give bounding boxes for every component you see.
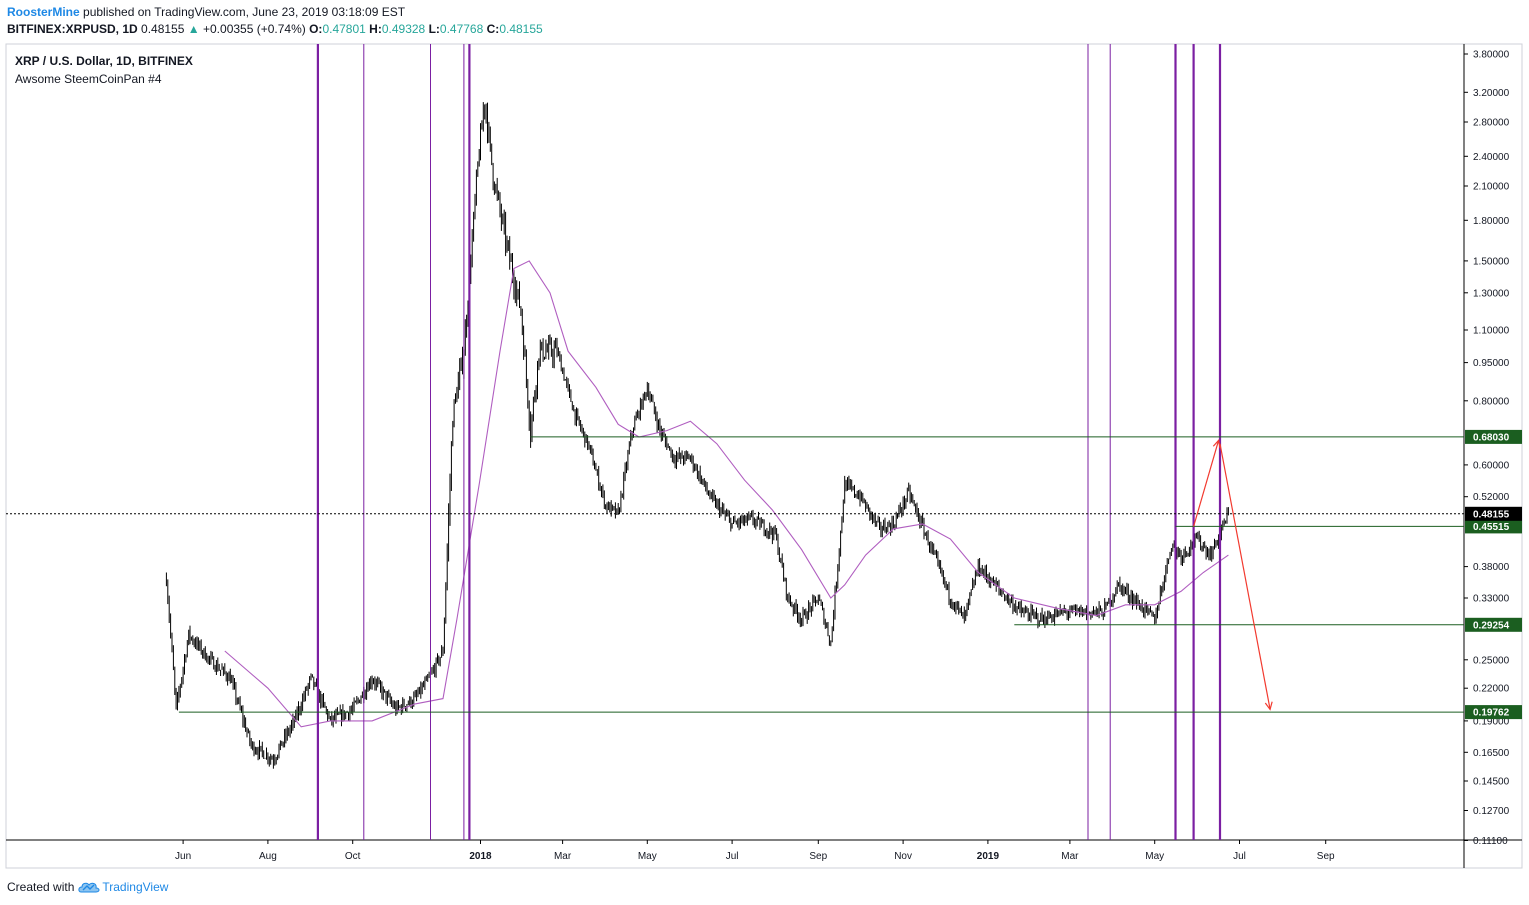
arrow-head [1264,701,1273,711]
x-tick-label: May [638,851,657,862]
plot-border [5,43,1523,869]
price-tag-label: 0.48155 [1473,509,1510,520]
x-tick-label: Oct [345,851,361,862]
candles [165,102,1229,769]
x-tick-label: Mar [1061,851,1079,862]
y-tick-label: 0.14500 [1473,777,1510,788]
y-tick-label: 0.12700 [1473,806,1510,817]
y-tick-label: 2.10000 [1473,182,1510,193]
tradingview-cloud-icon [78,882,100,893]
chart-header: RoosterMine published on TradingView.com… [7,4,543,38]
price-tag [1465,705,1522,720]
y-tick-label: 1.80000 [1473,216,1510,227]
ma-line [224,260,1229,728]
y-tick-label: 0.19000 [1473,716,1510,727]
x-tick-label: Sep [809,851,827,862]
trend-arrows [1193,438,1273,711]
y-tick-label: 0.16500 [1473,748,1510,759]
y-tick-label: 0.11100 [1473,836,1508,847]
y-tick-label: 1.50000 [1473,256,1510,267]
ohlc-line: BITFINEX:XRPUSD, 1D 0.48155 ▲ +0.00355 (… [7,21,543,38]
y-tick-label: 0.52000 [1473,492,1510,503]
last-value: 0.48155 [141,22,185,36]
close-value: 0.48155 [499,22,543,36]
price-tag [1465,617,1522,632]
y-tick-label: 1.10000 [1473,326,1510,337]
y-tick-label: 0.80000 [1473,396,1510,407]
price-tag [1465,506,1522,521]
y-tick-label: 1.30000 [1473,288,1510,299]
time-axis[interactable]: Jun Aug Oct 2018 Mar May Jul Sep Nov 2019 Mar May Ju… [175,840,1335,862]
x-tick-label: Jul [726,851,739,862]
y-tick-label: 0.25000 [1473,655,1510,666]
horizontal-levels [6,436,1464,713]
price-tag-label: 0.19762 [1473,708,1510,719]
x-tick-label: Jul [1233,851,1246,862]
price-tag [1465,429,1522,444]
x-tick-label: Sep [1317,851,1335,862]
close-label: C: [486,22,500,36]
y-tick-label: 0.22000 [1473,684,1510,695]
open-value: 0.47801 [322,22,366,36]
arrow-line [1219,443,1271,710]
open-label: O: [309,22,323,36]
x-tick-label: May [1145,851,1164,862]
y-tick-label: 2.40000 [1473,152,1510,163]
publish-info: published on TradingView.com, June 23, 2… [83,5,406,19]
chart-title: XRP / U.S. Dollar, 1D, BITFINEX [15,54,193,68]
author-name[interactable]: RoosterMine [7,5,80,19]
footer: Created with TradingView [7,878,168,896]
vertical-lines [316,44,1222,840]
high-label: H: [369,22,382,36]
price-tag-label: 0.29254 [1473,620,1510,631]
arrow-line [1193,440,1220,527]
price-axis[interactable]: 3.80000 3.20000 2.80000 2.40000 2.10000 1.800… [1464,50,1510,848]
y-tick-label: 3.80000 [1473,50,1510,61]
arrow-head [1212,438,1221,449]
x-tick-label: Jun [175,851,191,862]
tradingview-brand[interactable]: TradingView [102,880,169,894]
y-tick-label: 0.60000 [1473,460,1510,471]
x-tick-label: Aug [259,851,277,862]
x-tick-label: 2018 [469,851,492,862]
low-value: 0.47768 [439,22,484,36]
y-tick-label: 0.95000 [1473,358,1510,369]
created-with-label: Created with [7,880,75,894]
indicator-title: Awsome SteemCoinPan #4 [15,72,162,86]
y-tick-label: 0.33000 [1473,594,1510,605]
x-tick-label: Mar [554,851,572,862]
price-tags: 0.68030 0.45515 0.29254 0.19762 0.48155 [1465,429,1522,720]
price-tag [1465,519,1522,534]
x-tick-label: 2019 [977,851,1000,862]
price-tag-label: 0.45515 [1473,522,1510,533]
publish-line: RoosterMine published on TradingView.com… [7,4,543,21]
moving-average [224,260,1229,728]
y-tick-label: 0.38000 [1473,562,1510,573]
low-label: L: [428,22,440,36]
high-value: 0.49328 [381,22,426,36]
change-up-icon: ▲ [187,22,200,36]
change-value: +0.00355 (+0.74%) [203,22,306,36]
y-tick-label: 2.80000 [1473,118,1510,129]
price-tag-label: 0.68030 [1473,432,1510,443]
symbol-label: BITFINEX:XRPUSD, 1D [7,22,138,36]
y-tick-label: 3.20000 [1473,88,1510,99]
chart-legend: XRP / U.S. Dollar, 1D, BITFINEX Awsome S… [15,52,193,88]
x-tick-label: Nov [894,851,912,862]
